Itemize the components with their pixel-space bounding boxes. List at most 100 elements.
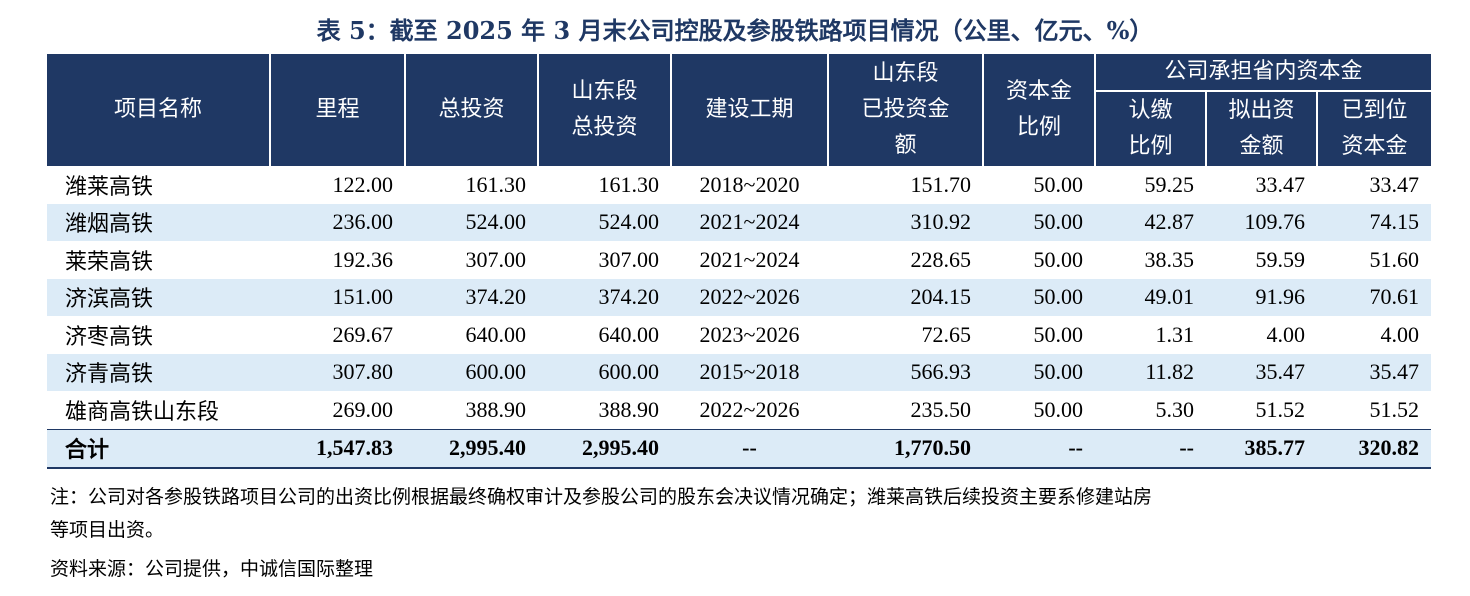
cell-sd-total-invest: 524.00 <box>538 203 671 241</box>
cell-period: 2015~2018 <box>671 353 828 391</box>
cell-total-total-invest: 2,995.40 <box>405 428 538 469</box>
cell-mileage: 269.00 <box>332 396 394 422</box>
cell-name: 济滨高铁 <box>47 278 270 316</box>
header-sd-invested-line2: 已投资金 <box>861 97 950 122</box>
cell-planned-amount: 35.47 <box>1206 353 1317 391</box>
cell-name: 济青高铁 <box>47 353 270 391</box>
cell-sd-invested: 566.93 <box>828 353 983 391</box>
header-sd-total-line1: 山东段 <box>571 79 638 104</box>
header-total-invest: 总投资 <box>404 54 538 166</box>
cell-subscribed-ratio: 42.87 <box>1095 203 1206 241</box>
header-capital-ratio: 资本金 比例 <box>982 54 1095 166</box>
cell-sd-total-invest: 600.00 <box>538 353 671 391</box>
cell-mileage: 122.00 <box>332 171 394 197</box>
header-subscribed-ratio-line1: 认缴 <box>1128 98 1173 123</box>
cell-capital-ratio: 50.00 <box>1033 396 1084 422</box>
header-planned-line2: 金额 <box>1239 134 1284 159</box>
header-sd-invested: 山东段 已投资金 额 <box>827 54 983 166</box>
cell-sd-invested: 310.92 <box>828 203 983 241</box>
header-sd-invested-line3: 额 <box>894 133 917 158</box>
header-sd-total-invest: 山东段 总投资 <box>537 54 671 166</box>
header-planned-amount: 拟出资 金额 <box>1205 90 1317 166</box>
cell-sd-total-invest: 307.00 <box>598 246 660 272</box>
cell-capital-ratio: 50.00 <box>983 278 1095 316</box>
cell-sd-total-invest: 374.20 <box>538 278 671 316</box>
cell-total-period: -- <box>671 428 828 469</box>
cell-capital-ratio: 50.00 <box>983 203 1095 241</box>
table-row: 济枣高铁 269.67 640.00 640.00 2023~2026 72.6… <box>47 316 1431 354</box>
cell-total-invest: 640.00 <box>465 321 527 347</box>
cell-period: 2021~2024 <box>699 246 800 272</box>
cell-total-mileage: 1,547.83 <box>270 428 405 469</box>
cell-total-planned-amount: 385.77 <box>1206 428 1317 469</box>
total-row: 合计 1,547.83 2,995.40 2,995.40 -- 1,770.5… <box>47 428 1432 469</box>
header-sd-total-line2: 总投资 <box>571 115 638 140</box>
cell-paid-capital: 4.00 <box>1380 321 1420 347</box>
cell-capital-ratio: 50.00 <box>1033 246 1084 272</box>
cell-total-invest: 374.20 <box>405 278 538 316</box>
table-row: 潍烟高铁 236.00 524.00 524.00 2021~2024 310.… <box>47 203 1432 241</box>
header-sd-invested-line1: 山东段 <box>872 61 939 86</box>
header-mileage: 里程 <box>269 54 405 166</box>
cell-capital-ratio: 50.00 <box>1033 321 1084 347</box>
cell-name: 济枣高铁 <box>65 324 154 350</box>
cell-mileage: 236.00 <box>270 203 405 241</box>
table-row: 济滨高铁 151.00 374.20 374.20 2022~2026 204.… <box>47 278 1432 316</box>
cell-sd-invested: 235.50 <box>910 396 972 422</box>
cell-paid-capital: 70.61 <box>1317 278 1432 316</box>
cell-mileage: 151.00 <box>270 278 405 316</box>
cell-subscribed-ratio: 1.31 <box>1155 321 1195 347</box>
cell-period: 2023~2026 <box>699 321 800 347</box>
header-paid-capital: 已到位 资本金 <box>1315 90 1432 166</box>
cell-mileage: 269.67 <box>332 321 394 347</box>
cell-mileage: 192.36 <box>332 246 394 272</box>
cell-total-invest: 307.00 <box>465 246 527 272</box>
header-paid-line2: 资本金 <box>1341 134 1408 159</box>
header-period: 建设工期 <box>670 54 828 166</box>
cell-subscribed-ratio: 11.82 <box>1095 353 1206 391</box>
footnote-line2: 等项目出资。 <box>50 519 165 541</box>
cell-capital-ratio: 50.00 <box>1033 171 1084 197</box>
table-row: 济青高铁 307.80 600.00 600.00 2015~2018 566.… <box>47 353 1432 391</box>
cell-total-invest: 524.00 <box>405 203 538 241</box>
cell-name: 潍烟高铁 <box>47 203 270 241</box>
header-paid-line1: 已到位 <box>1341 98 1408 123</box>
cell-subscribed-ratio: 5.30 <box>1155 396 1195 422</box>
cell-mileage: 307.80 <box>270 353 405 391</box>
cell-subscribed-ratio: 49.01 <box>1095 278 1206 316</box>
cell-period: 2022~2026 <box>699 396 800 422</box>
header-subscribed-ratio-line2: 比例 <box>1128 134 1173 159</box>
cell-sd-total-invest: 640.00 <box>598 321 660 347</box>
cell-total-label: 合计 <box>47 428 270 469</box>
cell-total-invest: 600.00 <box>405 353 538 391</box>
cell-name: 潍莱高铁 <box>65 174 154 200</box>
cell-planned-amount: 59.59 <box>1255 246 1306 272</box>
cell-name: 雄商高铁山东段 <box>65 399 220 425</box>
cell-planned-amount: 33.47 <box>1255 171 1306 197</box>
cell-sd-invested: 151.70 <box>910 171 972 197</box>
table-row: 潍莱高铁 122.00 161.30 161.30 2018~2020 151.… <box>47 166 1431 204</box>
cell-sd-invested: 228.65 <box>910 246 972 272</box>
cell-period: 2022~2026 <box>671 278 828 316</box>
cell-period: 2018~2020 <box>699 171 800 197</box>
table-title: 表 5：截至 2025 年 3 月末公司控股及参股铁路项目情况（公里、亿元、%） <box>316 16 1154 45</box>
railway-projects-table: 项目名称 里程 总投资 山东段 总投资 建设工期 山东段 已投资金 额 资本金 … <box>47 54 1432 469</box>
cell-sd-invested: 72.65 <box>921 321 972 347</box>
cell-name: 莱荣高铁 <box>65 249 154 275</box>
cell-total-invest: 388.90 <box>465 396 527 422</box>
footnote-line1: 注：公司对各参股铁路项目公司的出资比例根据最终确权审计及参股公司的股东会决议情况… <box>50 486 1153 508</box>
cell-paid-capital: 51.52 <box>1369 396 1420 422</box>
cell-subscribed-ratio: 59.25 <box>1144 171 1195 197</box>
cell-total-subscribed-ratio: -- <box>1095 428 1206 469</box>
table-row: 莱荣高铁 192.36 307.00 307.00 2021~2024 228.… <box>47 241 1431 279</box>
source-note: 资料来源：公司提供，中诚信国际整理 <box>50 558 374 580</box>
header-subscribed-ratio: 认缴 比例 <box>1094 90 1206 166</box>
cell-capital-ratio: 50.00 <box>983 353 1095 391</box>
header-name: 项目名称 <box>47 54 270 166</box>
cell-total-invest: 161.30 <box>465 171 527 197</box>
cell-sd-total-invest: 161.30 <box>598 171 660 197</box>
cell-planned-amount: 51.52 <box>1255 396 1306 422</box>
cell-total-sd-invested: 1,770.50 <box>828 428 983 469</box>
cell-total-capital-ratio: -- <box>983 428 1095 469</box>
header-capital-ratio-line1: 资本金 <box>1005 79 1072 104</box>
